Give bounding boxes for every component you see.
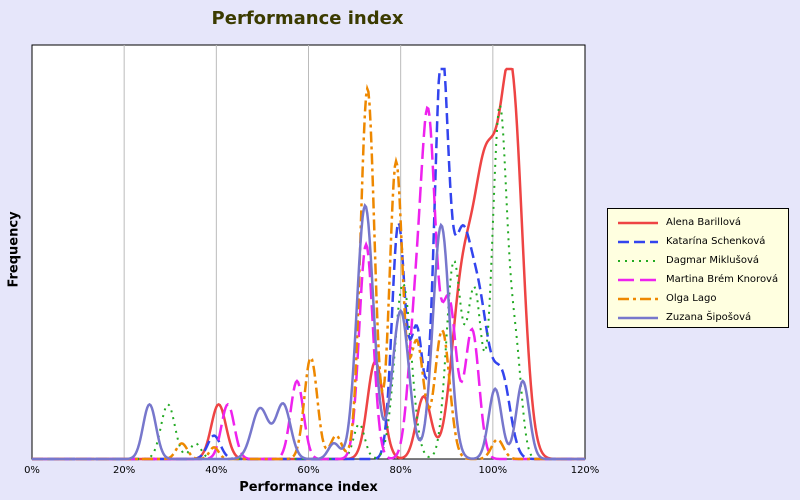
- legend-label: Martina Brém Knorová: [666, 274, 779, 285]
- legend-item: Alena Barillová: [608, 213, 788, 232]
- x-tick-label: 0%: [24, 465, 40, 476]
- x-tick-label: 80%: [390, 465, 412, 476]
- legend-swatch: [618, 240, 658, 243]
- x-axis-label: Performance index: [239, 480, 378, 495]
- legend-label: Olga Lago: [666, 293, 717, 304]
- series-line: [32, 203, 585, 461]
- legend-label: Zuzana Šipošová: [666, 312, 752, 323]
- x-tick-label: 100%: [479, 465, 508, 476]
- x-tick-label: 40%: [205, 465, 227, 476]
- chart-title: Performance index: [211, 8, 404, 29]
- legend-swatch: [618, 221, 658, 224]
- x-ticks: 0% 20% 40% 60% 80% 100% 120%: [24, 465, 599, 476]
- y-axis-label: Frequency: [6, 211, 22, 288]
- legend-item: Martina Brém Knorová: [608, 270, 788, 289]
- legend-swatch: [618, 297, 658, 300]
- x-tick-label: 60%: [297, 465, 319, 476]
- legend: Alena Barillová Katarína Schenková Dagmar …: [607, 208, 789, 328]
- x-tick-label: 20%: [113, 465, 135, 476]
- legend-item: Katarína Schenková: [608, 232, 788, 251]
- legend-swatch: [618, 278, 658, 281]
- series-line: [32, 67, 585, 461]
- x-tick-label: 120%: [571, 465, 600, 476]
- legend-item: Olga Lago: [608, 289, 788, 308]
- legend-swatch: [618, 316, 658, 319]
- legend-label: Katarína Schenková: [666, 236, 766, 247]
- legend-item: Dagmar Miklušová: [608, 251, 788, 270]
- legend-swatch: [618, 259, 658, 262]
- legend-item: Zuzana Šipošová: [608, 308, 788, 327]
- legend-label: Alena Barillová: [666, 217, 742, 228]
- series-lines: [32, 67, 585, 461]
- legend-label: Dagmar Miklušová: [666, 255, 760, 266]
